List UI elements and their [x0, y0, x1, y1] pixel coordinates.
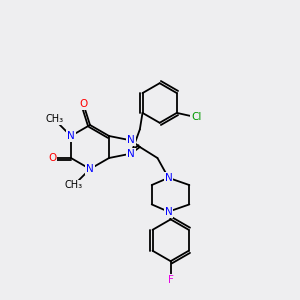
Text: N: N	[127, 135, 135, 146]
Text: N: N	[127, 148, 135, 159]
Text: N: N	[165, 173, 172, 183]
Text: N: N	[67, 131, 75, 141]
Text: N: N	[86, 164, 94, 174]
Text: CH₃: CH₃	[45, 115, 64, 124]
Text: O: O	[79, 99, 88, 109]
Text: N: N	[165, 207, 172, 217]
Text: Cl: Cl	[191, 112, 202, 122]
Text: F: F	[168, 275, 174, 285]
Text: O: O	[48, 153, 56, 163]
Text: CH₃: CH₃	[64, 181, 82, 190]
